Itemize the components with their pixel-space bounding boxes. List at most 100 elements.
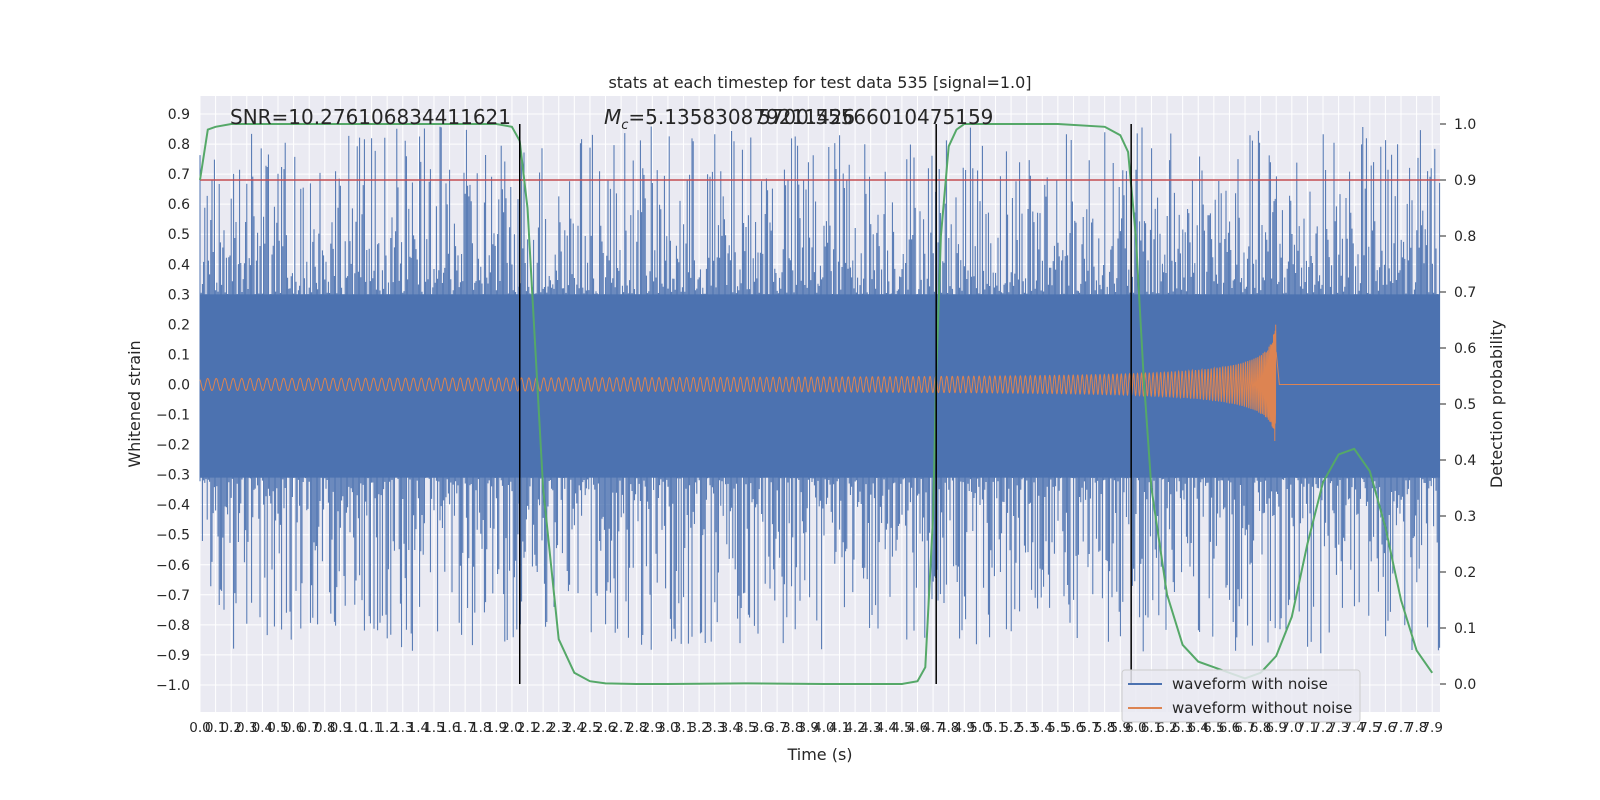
y-right-tick-label: 0.6: [1454, 341, 1476, 357]
x-tick-label: 4.5: [891, 720, 912, 736]
y-tick-label: 0.5: [168, 227, 190, 243]
x-tick-label: 4.6: [907, 720, 928, 736]
x-tick-label: 3.4: [720, 720, 741, 736]
x-tick-label: 6.6: [1219, 720, 1240, 736]
y-tick-label: −0.2: [156, 438, 190, 454]
x-tick-label: 2.1: [517, 720, 538, 736]
x-tick-label: 1.7: [454, 720, 475, 736]
window-boundaries: [518, 124, 1132, 684]
x-tick-label: 0.3: [236, 720, 257, 736]
detection-probability-line: [199, 123, 1434, 685]
y-tick-label: 0.2: [168, 317, 190, 333]
y-tick-label: 0.3: [168, 287, 190, 303]
y-tick-label: 0.7: [168, 167, 190, 183]
y-right-tick-label: 0.8: [1454, 229, 1476, 245]
x-tick-label: 1.8: [470, 720, 491, 736]
y-axis-label: Whitened strain: [125, 340, 144, 467]
x-tick-label: 0.1: [205, 720, 226, 736]
x-tick-label: 6.0: [1125, 720, 1146, 736]
y-tick-label: −0.9: [156, 648, 190, 664]
y-right-axis-ticks: 1.0 0.9 0.8 0.7 0.6 0.5 0.4 0.3 0.2 0.1 0.0: [1440, 117, 1476, 693]
x-tick-label: 7.0: [1281, 720, 1302, 736]
mc-subscript: c: [621, 118, 628, 133]
x-axis-label: Time (s): [786, 745, 852, 764]
x-tick-label: 2.5: [579, 720, 600, 736]
legend: waveform with noise waveform without noi…: [1121, 669, 1361, 723]
x-tick-label: 6.7: [1234, 720, 1255, 736]
x-tick-label: 5.8: [1094, 720, 1115, 736]
x-tick-label: 3.7: [766, 720, 787, 736]
x-tick-label: 3.3: [704, 720, 725, 736]
chart-title: stats at each timestep for test data 535…: [608, 73, 1031, 92]
x-tick-label: 5.4: [1032, 720, 1053, 736]
x-tick-label: 5.5: [1047, 720, 1068, 736]
y-tick-label: 0.8: [168, 137, 190, 153]
x-tick-label: 3.1: [673, 720, 694, 736]
x-tick-label: 4.1: [829, 720, 850, 736]
x-tick-label: 5.9: [1110, 720, 1131, 736]
x-tick-label: 1.6: [439, 720, 460, 736]
x-tick-label: 2.4: [564, 720, 585, 736]
x-tick-label: 4.8: [938, 720, 959, 736]
x-tick-label: 3.8: [782, 720, 803, 736]
x-tick-label: 1.1: [361, 720, 382, 736]
x-tick-label: 0.8: [314, 720, 335, 736]
x-tick-label: 2.7: [610, 720, 631, 736]
waveform-without-noise-series: [199, 324, 1440, 441]
x-tick-label: 3.6: [751, 720, 772, 736]
waveform-with-noise-series: [199, 126, 1441, 654]
x-tick-label: 0.7: [298, 720, 319, 736]
x-tick-label: 1.5: [423, 720, 444, 736]
y-right-tick-label: 0.5: [1454, 397, 1476, 413]
y-right-tick-label: 1.0: [1454, 117, 1476, 133]
x-tick-label: 0.0: [189, 720, 210, 736]
x-tick-label: 1.4: [408, 720, 429, 736]
x-tick-label: 7.4: [1343, 720, 1364, 736]
x-tick-label: 4.2: [844, 720, 865, 736]
y-tick-label: 0.1: [168, 347, 190, 363]
legend-label-clean: waveform without noise: [1172, 699, 1352, 717]
x-tick-label: 3.2: [688, 720, 709, 736]
y-right-tick-label: 0.9: [1454, 173, 1476, 189]
x-tick-label: 2.2: [532, 720, 553, 736]
x-tick-label: 5.1: [985, 720, 1006, 736]
y-tick-label: −0.7: [156, 588, 190, 604]
legend-label-noise: waveform with noise: [1172, 675, 1328, 693]
x-tick-label: 5.2: [1000, 720, 1021, 736]
x-tick-label: 1.3: [392, 720, 413, 736]
y-right-tick-label: 0.0: [1454, 677, 1476, 693]
x-tick-label: 3.5: [735, 720, 756, 736]
y-tick-label: −0.3: [156, 468, 190, 484]
x-tick-label: 6.5: [1203, 720, 1224, 736]
mc-symbol: M: [604, 105, 621, 129]
y-right-tick-label: 0.7: [1454, 285, 1476, 301]
x-tick-label: 7.7: [1390, 720, 1411, 736]
x-tick-label: 7.8: [1406, 720, 1427, 736]
x-tick-label: 6.1: [1141, 720, 1162, 736]
x-tick-label: 6.2: [1156, 720, 1177, 736]
x-tick-label: 7.3: [1328, 720, 1349, 736]
x-tick-label: 0.2: [220, 720, 241, 736]
y-right-tick-label: 0.1: [1454, 621, 1476, 637]
x-axis-ticks: 0.00.10.20.30.40.50.60.70.80.91.01.11.21…: [189, 720, 1443, 736]
y-tick-label: 0.9: [168, 107, 190, 123]
y-tick-label: −0.4: [156, 498, 190, 514]
y-tick-label: −1.0: [156, 678, 190, 694]
x-tick-label: 4.9: [954, 720, 975, 736]
y-tick-label: 0.4: [168, 257, 190, 273]
y-tick-label: −0.1: [156, 408, 190, 424]
x-tick-label: 7.5: [1359, 720, 1380, 736]
snr-annotation: SNR=10.276106834411621: [230, 105, 511, 129]
legend-box: [1121, 669, 1361, 723]
x-tick-label: 2.8: [626, 720, 647, 736]
x-tick-label: 7.2: [1312, 720, 1333, 736]
x-tick-label: 6.9: [1265, 720, 1286, 736]
y-tick-label: −0.5: [156, 528, 190, 544]
x-tick-label: 7.9: [1421, 720, 1442, 736]
y-right-tick-label: 0.3: [1454, 509, 1476, 525]
x-tick-label: 5.0: [969, 720, 990, 736]
x-tick-label: 3.9: [798, 720, 819, 736]
x-tick-label: 0.5: [267, 720, 288, 736]
y-right-tick-label: 0.4: [1454, 453, 1476, 469]
x-tick-label: 4.7: [922, 720, 943, 736]
